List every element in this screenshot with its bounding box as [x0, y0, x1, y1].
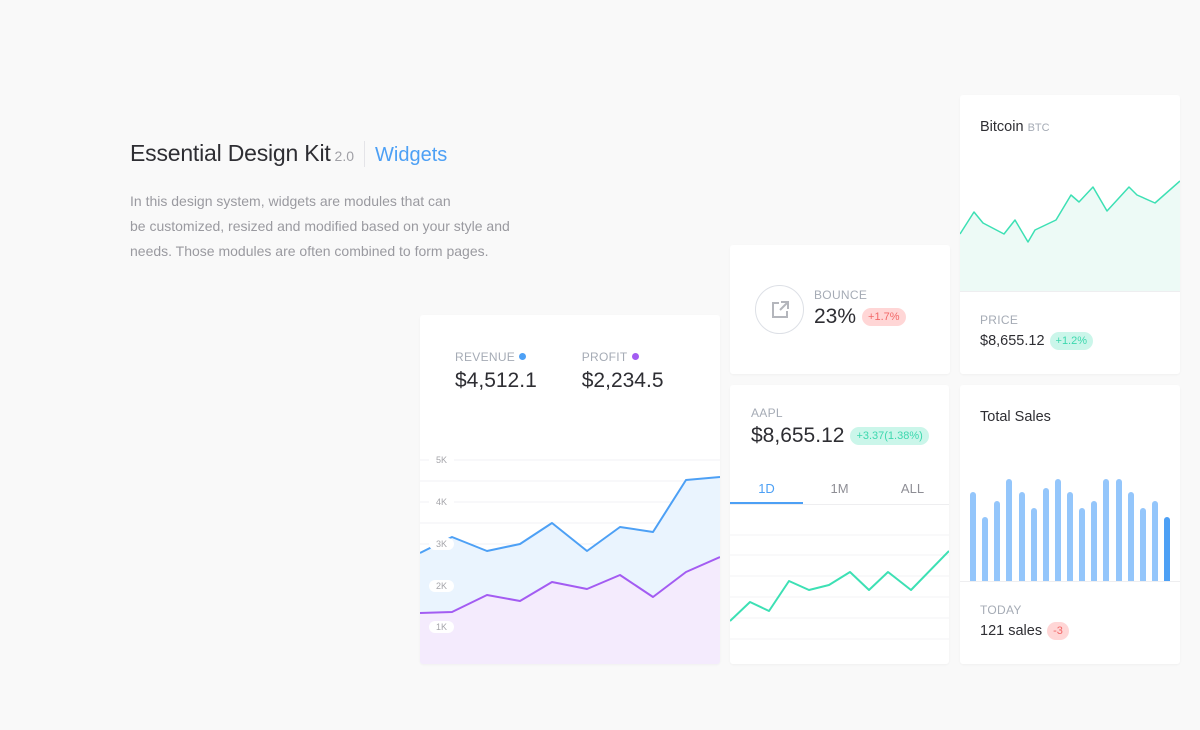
profit-legend-dot — [631, 353, 639, 360]
description-line: needs. Those modules are often combined … — [130, 243, 489, 259]
revenue-stat: REVENUE $4,512.1 — [455, 350, 537, 393]
bitcoin-divider — [960, 291, 1180, 292]
aapl-header: AAPL $8,655.12 +3.37(1.38%) — [751, 406, 929, 448]
y-tick-4k: 4K — [429, 496, 455, 508]
revenue-legend-dot — [519, 353, 527, 360]
intro-section: Essential Design Kit 2.0 Widgets In this… — [130, 140, 550, 264]
y-tick-2k: 2K — [429, 580, 455, 592]
sales-bar-chart — [960, 479, 1180, 591]
aapl-stock-widget: AAPL $8,655.12 +3.37(1.38%) 1D 1M ALL — [730, 385, 949, 664]
profit-area — [420, 557, 720, 664]
aapl-line — [730, 550, 949, 622]
total-sales-widget: Total Sales TODAY 121 sales -3 — [960, 385, 1180, 664]
bounce-change-badge: +1.7% — [862, 308, 906, 326]
aapl-change-badge: +3.37(1.38%) — [850, 427, 929, 445]
aapl-ticker: AAPL — [751, 406, 783, 420]
bitcoin-widget: Bitcoin BTC PRICE $8,655.12 +1.2% — [960, 95, 1180, 374]
description-line: be customized, resized and modified base… — [130, 218, 510, 234]
profit-label: PROFIT — [581, 350, 628, 364]
bitcoin-price: $8,655.12 — [980, 333, 1045, 349]
bitcoin-price-row: $8,655.12 +1.2% — [980, 332, 1094, 350]
revenue-profit-widget: REVENUE $4,512.1 PROFIT $2,234.5 5K 4K — [420, 315, 720, 664]
sales-today-row: 121 sales -3 — [980, 622, 1069, 640]
revenue-label-row: REVENUE — [455, 350, 537, 364]
revenue-line — [420, 476, 720, 554]
bounce-widget: BOUNCE 23% +1.7% — [730, 245, 950, 374]
bitcoin-line — [960, 180, 1180, 243]
aapl-line-chart — [730, 534, 949, 640]
bounce-value: 23% — [814, 305, 857, 328]
price-label: PRICE — [980, 313, 1019, 327]
profit-value: $2,234.5 — [581, 369, 664, 392]
page-title: Essential Design Kit — [130, 140, 331, 166]
sales-title: Total Sales — [980, 409, 1051, 425]
title-divider — [364, 140, 366, 167]
title-row: Essential Design Kit 2.0 Widgets — [130, 140, 550, 167]
description: In this design system, widgets are modul… — [130, 189, 550, 264]
bitcoin-price-section: PRICE $8,655.12 +1.2% — [980, 313, 1094, 350]
bitcoin-area-chart — [960, 180, 1180, 291]
section-subtitle: Widgets — [375, 144, 448, 166]
bitcoin-change-badge: +1.2% — [1049, 332, 1094, 350]
aapl-price: $8,655.12 — [751, 424, 845, 447]
revenue-value: $4,512.1 — [455, 369, 537, 392]
bounce-value-row: 23% +1.7% — [814, 305, 906, 329]
bitcoin-area — [960, 181, 1180, 291]
version-label: 2.0 — [334, 148, 355, 164]
y-tick-1k: 1K — [429, 621, 455, 633]
bounce-stat: BOUNCE 23% +1.7% — [814, 288, 906, 329]
tab-1d[interactable]: 1D — [730, 477, 803, 504]
aapl-gridlines — [730, 534, 949, 640]
y-tick-3k: 3K — [429, 538, 455, 550]
bounce-label: BOUNCE — [814, 288, 868, 302]
external-link-icon — [771, 300, 789, 318]
description-line: In this design system, widgets are modul… — [130, 193, 451, 209]
timeframe-tabs: 1D 1M ALL — [730, 477, 949, 505]
profit-line — [420, 556, 720, 614]
bounce-icon-circle[interactable] — [755, 285, 804, 334]
revenue-profit-chart — [420, 459, 720, 664]
bitcoin-name: Bitcoin — [980, 119, 1024, 135]
today-label: TODAY — [980, 603, 1022, 617]
profit-label-row: PROFIT — [582, 350, 664, 364]
bitcoin-symbol: BTC — [1027, 122, 1050, 134]
sales-today-section: TODAY 121 sales -3 — [980, 603, 1069, 640]
bitcoin-title: Bitcoin BTC — [980, 119, 1050, 135]
tab-1m[interactable]: 1M — [830, 481, 849, 496]
sales-bars — [970, 479, 1158, 588]
sales-change-badge: -3 — [1047, 622, 1069, 640]
y-tick-5k: 5K — [429, 454, 455, 466]
revenue-header: REVENUE $4,512.1 PROFIT $2,234.5 — [455, 350, 664, 393]
revenue-label: REVENUE — [455, 350, 516, 364]
today-sales-value: 121 sales — [980, 623, 1043, 639]
profit-stat: PROFIT $2,234.5 — [582, 350, 664, 393]
sales-divider — [960, 581, 1180, 582]
aapl-price-row: $8,655.12 +3.37(1.38%) — [751, 424, 929, 448]
tab-all[interactable]: ALL — [900, 481, 925, 496]
